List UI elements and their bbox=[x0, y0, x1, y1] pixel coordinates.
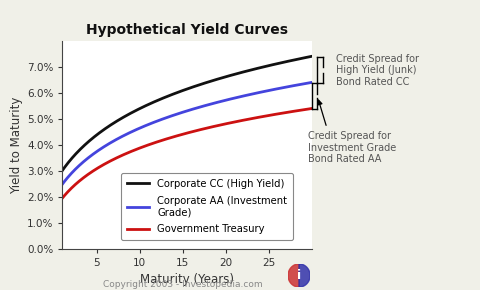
Corporate AA (Investment
Grade) bbox=[240, 95, 245, 98]
Government Treasury bbox=[239, 119, 244, 122]
Line: Government Treasury: Government Treasury bbox=[58, 108, 312, 204]
Corporate CC (High Yield) bbox=[55, 175, 61, 179]
Corporate AA (Investment
Grade) bbox=[138, 126, 144, 129]
Corporate AA (Investment
Grade) bbox=[239, 95, 244, 98]
Polygon shape bbox=[288, 264, 299, 287]
Government Treasury bbox=[215, 124, 221, 127]
Government Treasury bbox=[55, 202, 61, 205]
Corporate AA (Investment
Grade) bbox=[215, 100, 221, 104]
Government Treasury bbox=[240, 119, 245, 122]
Corporate AA (Investment
Grade) bbox=[156, 119, 161, 122]
Title: Hypothetical Yield Curves: Hypothetical Yield Curves bbox=[86, 23, 288, 37]
Text: i: i bbox=[297, 269, 301, 282]
Text: Credit Spread for
High Yield (Junk)
Bond Rated CC: Credit Spread for High Yield (Junk) Bond… bbox=[336, 54, 420, 87]
Corporate AA (Investment
Grade) bbox=[309, 81, 315, 84]
Text: Credit Spread for
Investment Grade
Bond Rated AA: Credit Spread for Investment Grade Bond … bbox=[308, 131, 396, 164]
Line: Corporate AA (Investment
Grade): Corporate AA (Investment Grade) bbox=[58, 82, 312, 190]
Polygon shape bbox=[299, 264, 310, 287]
Text: Copyright 2003 - Investopedia.com: Copyright 2003 - Investopedia.com bbox=[103, 280, 262, 289]
Government Treasury bbox=[156, 140, 161, 143]
Government Treasury bbox=[309, 107, 315, 110]
Legend: Corporate CC (High Yield), Corporate AA (Investment
Grade), Government Treasury: Corporate CC (High Yield), Corporate AA … bbox=[121, 173, 293, 240]
Corporate AA (Investment
Grade) bbox=[55, 188, 61, 192]
Corporate CC (High Yield) bbox=[240, 70, 245, 74]
X-axis label: Maturity (Years): Maturity (Years) bbox=[140, 273, 234, 286]
Corporate AA (Investment
Grade) bbox=[86, 156, 92, 159]
Corporate CC (High Yield) bbox=[239, 71, 244, 74]
Corporate CC (High Yield) bbox=[215, 77, 221, 81]
Corporate CC (High Yield) bbox=[138, 106, 144, 110]
Government Treasury bbox=[86, 172, 92, 176]
Corporate CC (High Yield) bbox=[309, 55, 315, 58]
Corporate CC (High Yield) bbox=[156, 98, 161, 102]
Line: Corporate CC (High Yield): Corporate CC (High Yield) bbox=[58, 56, 312, 177]
Government Treasury bbox=[138, 146, 144, 149]
Y-axis label: Yield to Maturity: Yield to Maturity bbox=[10, 96, 23, 194]
Corporate CC (High Yield) bbox=[86, 140, 92, 143]
